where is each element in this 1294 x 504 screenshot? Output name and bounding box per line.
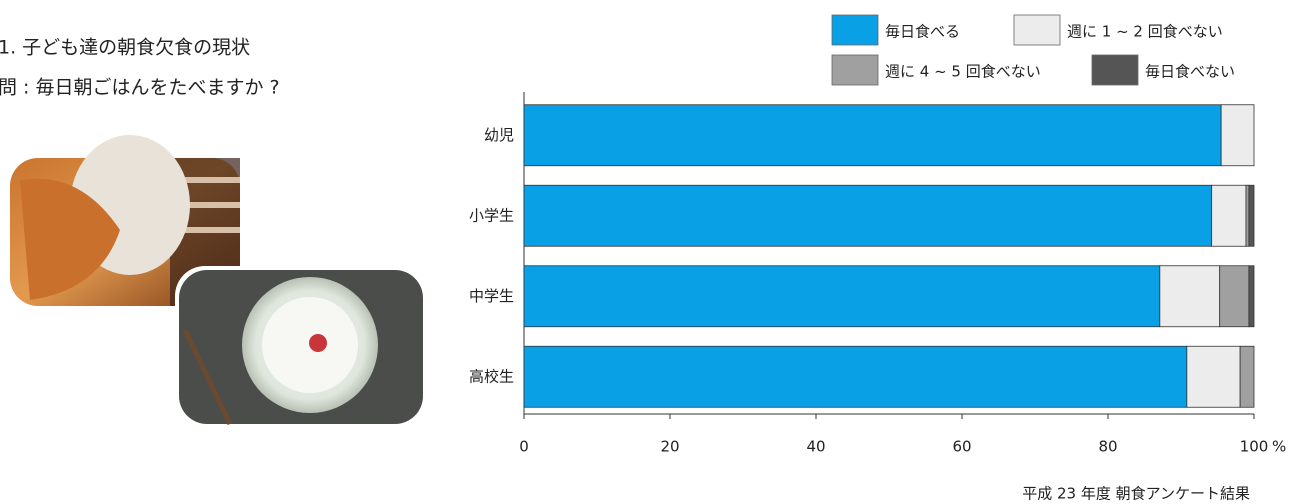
- legend-label: 毎日食べる: [885, 23, 960, 41]
- legend-swatch: [1013, 14, 1061, 46]
- bar-segment: [523, 345, 1188, 408]
- x-tick-label: 60: [952, 438, 971, 456]
- x-tick-label: 0: [519, 438, 529, 456]
- legend-swatch: [831, 54, 879, 86]
- bar-segment: [1159, 265, 1221, 328]
- bar-segment: [523, 265, 1161, 328]
- legend-label: 週に 1 ~ 2 回食べない: [1067, 23, 1223, 41]
- x-tick-label: 100: [1240, 438, 1269, 456]
- bar-segment: [1220, 104, 1255, 167]
- x-axis-label: %: [1272, 438, 1286, 456]
- legend-label: 週に 4 ~ 5 回食べない: [885, 63, 1041, 81]
- y-tick-label: 幼児: [484, 126, 514, 144]
- x-tick-label: 20: [660, 438, 679, 456]
- bar-segment: [1186, 345, 1241, 408]
- bar-segment: [1219, 265, 1250, 328]
- x-tick-label: 80: [1098, 438, 1117, 456]
- title: 1. 子ども達の朝食欠食の現状: [0, 37, 250, 59]
- subtitle: 問 : 毎日朝ごはんをたべますか ?: [0, 77, 280, 99]
- y-tick-label: 中学生: [469, 287, 514, 305]
- legend-swatch: [831, 14, 879, 46]
- bar-segment: [1211, 184, 1247, 247]
- bar-segment: [1248, 184, 1255, 247]
- source: 平成 23 年度 朝食アンケート結果: [1022, 485, 1250, 503]
- legend-swatch: [1091, 54, 1139, 86]
- bar-segment: [1245, 184, 1250, 247]
- bar-segment: [523, 184, 1213, 247]
- bar-segment: [523, 104, 1222, 167]
- photo-rice: [175, 266, 427, 428]
- x-tick-label: 40: [806, 438, 825, 456]
- legend-label: 毎日食べない: [1145, 63, 1235, 81]
- y-tick-label: 高校生: [469, 367, 514, 385]
- y-tick-label: 小学生: [469, 206, 514, 224]
- bar-segment: [1248, 265, 1255, 328]
- bar-segment: [1239, 345, 1255, 408]
